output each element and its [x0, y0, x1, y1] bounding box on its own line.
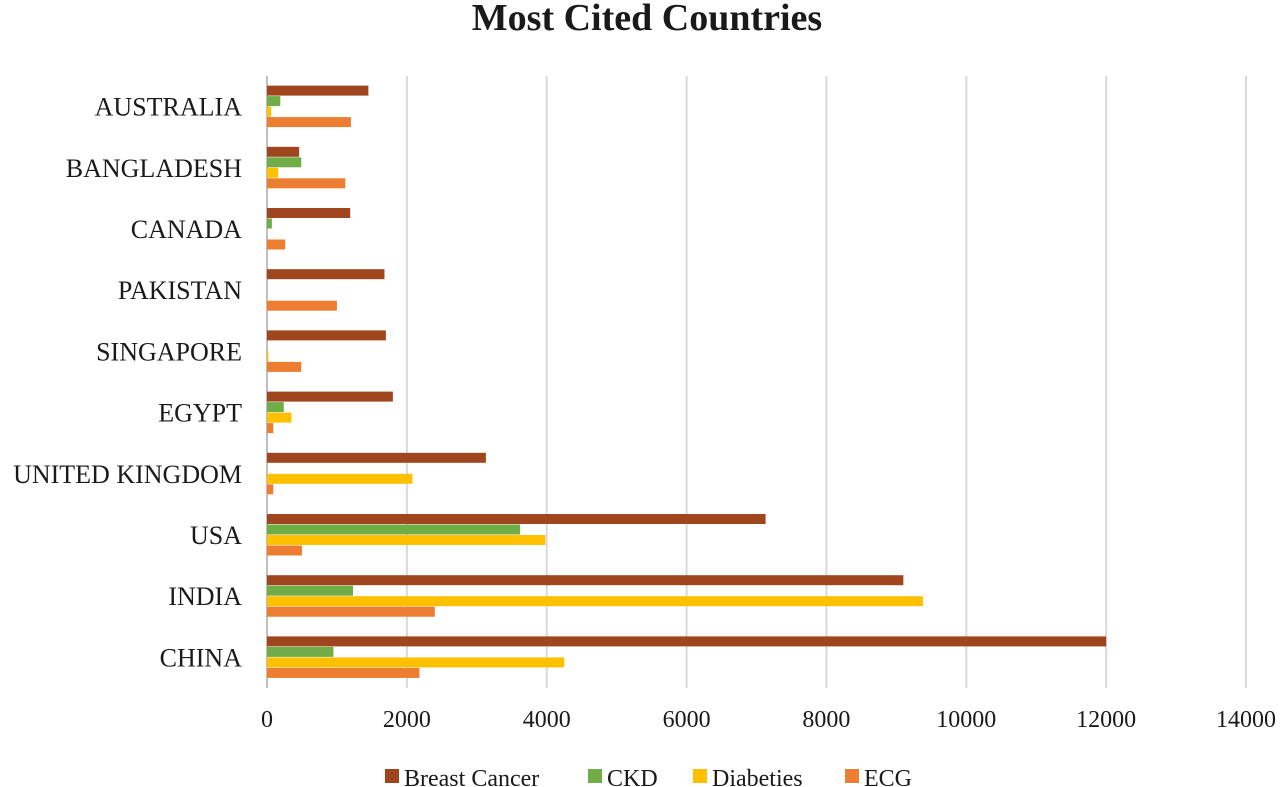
bars [267, 85, 1107, 678]
bar-ecg [267, 300, 337, 311]
x-tick-label: 0 [261, 707, 273, 733]
x-tick-label: 8000 [802, 707, 850, 733]
bar-diabeties [267, 657, 565, 668]
category-label: CHINA [160, 643, 243, 672]
x-tick-label: 6000 [663, 707, 711, 733]
bar-ecg [267, 361, 302, 372]
bar-breast-cancer [267, 85, 369, 96]
bar-ckd [267, 96, 281, 107]
gridlines [266, 76, 1247, 688]
bar-ecg [267, 178, 346, 189]
bar-breast-cancer [267, 636, 1107, 647]
legend: Breast Cancer CKD Diabeties ECG [385, 766, 912, 787]
x-tick-label: 2000 [383, 707, 431, 733]
category-label: PAKISTAN [118, 276, 242, 305]
bar-ecg [267, 423, 274, 434]
x-tick-label: 4000 [523, 707, 571, 733]
bar-diabeties [267, 351, 269, 362]
category-label: SINGAPORE [96, 337, 242, 366]
bar-ckd [267, 157, 302, 168]
x-tick-label: 12000 [1076, 707, 1136, 733]
bar-ecg [267, 117, 351, 128]
legend-label: CKD [607, 766, 658, 787]
bar-breast-cancer [267, 208, 351, 218]
legend-swatch [588, 769, 602, 783]
bar-ecg [267, 545, 302, 556]
bar-ecg [267, 606, 435, 617]
legend-swatch [693, 769, 707, 783]
category-label: UNITED KINGDOM [13, 460, 242, 489]
bar-ckd [267, 646, 334, 657]
bar-ecg [267, 239, 286, 250]
bar-ckd [267, 218, 272, 229]
bar-diabeties [267, 596, 923, 607]
category-labels: AUSTRALIA BANGLADESH CANADA PAKISTAN SINGAPO… [13, 93, 242, 673]
legend-label: Breast Cancer [404, 766, 539, 787]
bar-diabeties [267, 535, 546, 545]
bar-ecg [267, 667, 420, 678]
bar-breast-cancer [267, 575, 904, 586]
legend-label: Diabeties [712, 766, 803, 787]
x-tick-labels: 0 2000 4000 6000 8000 10000 12000 14000 [261, 707, 1276, 733]
chart-title: Most Cited Countries [472, 0, 822, 39]
category-label: EGYPT [158, 399, 242, 428]
bar-breast-cancer [267, 146, 300, 157]
category-label: AUSTRALIA [95, 93, 243, 122]
bar-ecg [267, 484, 274, 495]
bar-breast-cancer [267, 391, 393, 402]
bar-breast-cancer [267, 452, 486, 463]
x-tick-label: 10000 [936, 707, 996, 733]
legend-swatch [845, 769, 859, 783]
bar-ckd [267, 402, 284, 413]
x-tick-label: 14000 [1216, 707, 1276, 733]
category-label: INDIA [168, 582, 242, 611]
bar-diabeties [267, 412, 292, 423]
bar-diabeties [267, 167, 279, 178]
bar-breast-cancer [267, 514, 766, 524]
category-label: CANADA [131, 215, 242, 244]
legend-swatch [385, 769, 399, 783]
bar-ckd [267, 585, 354, 596]
category-label: BANGLADESH [66, 154, 242, 183]
legend-label: ECG [864, 766, 912, 787]
bar-breast-cancer [267, 269, 385, 280]
category-label: USA [190, 521, 242, 550]
bar-ckd [267, 524, 521, 535]
bar-breast-cancer [267, 330, 386, 341]
bar-diabeties [267, 106, 272, 117]
bar-diabeties [267, 473, 413, 484]
